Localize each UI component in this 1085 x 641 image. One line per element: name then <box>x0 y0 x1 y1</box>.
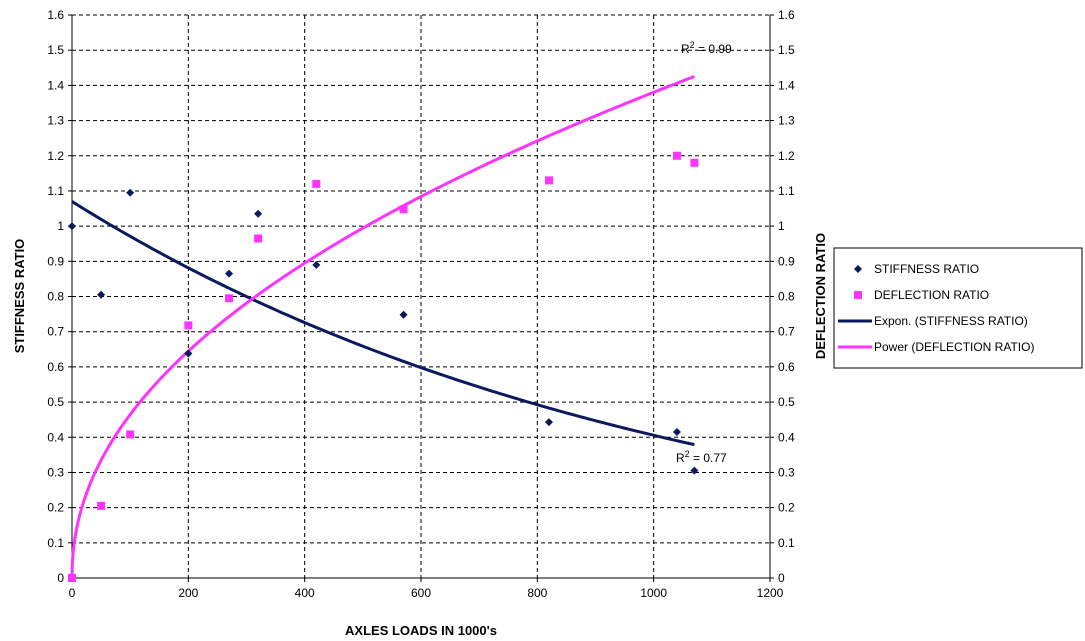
deflection-point <box>254 234 263 243</box>
r-squared-label: R2 = 0.99 <box>681 40 732 56</box>
deflection-point <box>672 151 681 160</box>
deflection-point <box>97 501 106 510</box>
deflection-point <box>184 321 193 330</box>
data-points <box>68 151 699 582</box>
axes <box>68 14 774 582</box>
trendline-power <box>70 75 695 579</box>
y2-tick-label: 0.6 <box>778 360 795 374</box>
y-tick-label: 1.2 <box>47 149 64 163</box>
y2-tick-label: 1.5 <box>778 43 795 57</box>
stiffness-point <box>225 269 234 278</box>
deflection-point <box>690 158 699 167</box>
y2-tick-label: 0.5 <box>778 395 795 409</box>
x-tick-label: 200 <box>178 586 198 600</box>
trendline-exponential <box>71 200 695 447</box>
y-tick-label: 0.1 <box>47 536 64 550</box>
y2-tick-label: 1.3 <box>778 114 795 128</box>
y2-tick-label: 1.1 <box>778 184 795 198</box>
legend-label: DEFLECTION RATIO <box>874 288 989 302</box>
stiffness-point <box>97 290 106 299</box>
y-tick-label: 0.8 <box>47 290 64 304</box>
legend-label: Power (DEFLECTION RATIO) <box>874 340 1034 354</box>
stiffness-point <box>184 349 193 358</box>
r-squared-annotations: R2 = 0.77 R2 = 0.99 <box>676 40 732 465</box>
y2-tick-label: 0.3 <box>778 465 795 479</box>
deflection-point <box>544 176 553 185</box>
y2-tick-label: 0.9 <box>778 254 795 268</box>
deflection-point <box>68 574 76 582</box>
legend-label: Expon. (STIFFNESS RATIO) <box>874 314 1028 328</box>
deflection-point <box>399 205 408 214</box>
stiffness-point <box>399 310 408 319</box>
y-tick-label: 1.4 <box>47 78 64 92</box>
x-tick-label: 1000 <box>640 586 667 600</box>
y2-tick-label: 1.2 <box>778 149 795 163</box>
trendlines <box>70 75 695 579</box>
tick-labels: 0 00.1 0.10.2 0.20.3 0.30.4 0.40.5 0.50.6 0.60.… <box>47 8 795 600</box>
legend-swatch <box>854 265 862 273</box>
legend: STIFFNESS RATIO DEFLECTION RATIO Expon. (S… <box>833 247 1083 369</box>
y2-tick-label: 1.4 <box>778 78 795 92</box>
y2-tick-label: 0 <box>778 571 785 585</box>
deflection-point <box>126 430 135 439</box>
r-squared-label: R2 = 0.77 <box>676 449 727 465</box>
y2-tick-label: 0.1 <box>778 536 795 550</box>
stiffness-point <box>544 418 553 427</box>
y2-axis-title: DEFLECTION RATIO <box>813 233 828 359</box>
y2-tick-label: 1 <box>778 219 785 233</box>
y-axis-title: STIFFNESS RATIO <box>12 239 27 354</box>
y-tick-label: 1.5 <box>47 43 64 57</box>
deflection-point <box>225 294 234 303</box>
y-tick-label: 0.5 <box>47 395 64 409</box>
x-tick-label: 1200 <box>757 586 784 600</box>
legend-label: STIFFNESS RATIO <box>874 262 979 276</box>
y-tick-label: 0.2 <box>47 501 64 515</box>
y2-tick-label: 0.8 <box>778 290 795 304</box>
legend-box <box>833 247 1083 369</box>
stiffness-point <box>672 427 681 436</box>
y2-tick-label: 1.6 <box>778 8 795 22</box>
y-tick-label: 0.3 <box>47 465 64 479</box>
stiffness-point <box>254 209 263 218</box>
y-tick-label: 0.6 <box>47 360 64 374</box>
stiffness-point <box>690 466 699 475</box>
x-tick-label: 400 <box>295 586 315 600</box>
stiffness-point <box>68 222 76 231</box>
y-tick-label: 1.6 <box>47 8 64 22</box>
y-tick-label: 0.7 <box>47 325 64 339</box>
x-tick-label: 0 <box>69 586 76 600</box>
y-tick-label: 1.3 <box>47 114 64 128</box>
stiffness-point <box>126 188 135 197</box>
x-tick-label: 600 <box>411 586 431 600</box>
stiffness-point <box>312 260 321 269</box>
legend-swatch <box>854 291 862 299</box>
y-tick-label: 0.4 <box>47 430 64 444</box>
y2-tick-label: 0.2 <box>778 501 795 515</box>
y-tick-label: 1 <box>57 219 64 233</box>
deflection-point <box>312 179 321 188</box>
y-tick-label: 0.9 <box>47 254 64 268</box>
x-axis-title: AXLES LOADS IN 1000's <box>345 623 497 638</box>
y-tick-label: 1.1 <box>47 184 64 198</box>
y-tick-label: 0 <box>57 571 64 585</box>
y2-tick-label: 0.7 <box>778 325 795 339</box>
y2-tick-label: 0.4 <box>778 430 795 444</box>
x-tick-label: 800 <box>527 586 547 600</box>
